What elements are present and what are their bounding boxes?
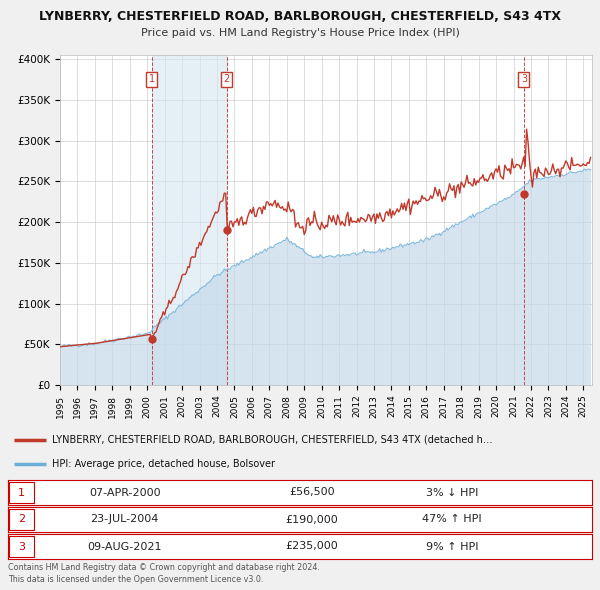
Text: 9% ↑ HPI: 9% ↑ HPI (425, 542, 478, 552)
Text: LYNBERRY, CHESTERFIELD ROAD, BARLBOROUGH, CHESTERFIELD, S43 4TX: LYNBERRY, CHESTERFIELD ROAD, BARLBOROUGH… (39, 10, 561, 23)
Text: Contains HM Land Registry data © Crown copyright and database right 2024.
This d: Contains HM Land Registry data © Crown c… (8, 563, 320, 585)
Text: £235,000: £235,000 (286, 542, 338, 552)
Text: 07-APR-2000: 07-APR-2000 (89, 487, 161, 497)
Text: 23-JUL-2004: 23-JUL-2004 (91, 514, 159, 525)
Text: £190,000: £190,000 (286, 514, 338, 525)
Text: HPI: Average price, detached house, Bolsover: HPI: Average price, detached house, Bols… (52, 459, 275, 469)
Text: 09-AUG-2021: 09-AUG-2021 (88, 542, 162, 552)
Text: £56,500: £56,500 (289, 487, 334, 497)
Bar (9, 482, 34, 503)
Text: 3: 3 (18, 542, 25, 552)
Text: 1: 1 (149, 74, 155, 84)
Bar (152, 55, 227, 385)
Text: 2: 2 (18, 514, 25, 525)
Text: 3% ↓ HPI: 3% ↓ HPI (425, 487, 478, 497)
Text: 2: 2 (223, 74, 230, 84)
Bar (9, 509, 34, 530)
Text: LYNBERRY, CHESTERFIELD ROAD, BARLBOROUGH, CHESTERFIELD, S43 4TX (detached h…: LYNBERRY, CHESTERFIELD ROAD, BARLBOROUGH… (52, 435, 493, 445)
Text: 1: 1 (18, 487, 25, 497)
Text: 3: 3 (521, 74, 527, 84)
Text: 47% ↑ HPI: 47% ↑ HPI (422, 514, 482, 525)
Text: Price paid vs. HM Land Registry's House Price Index (HPI): Price paid vs. HM Land Registry's House … (140, 28, 460, 38)
Bar (9, 536, 34, 557)
